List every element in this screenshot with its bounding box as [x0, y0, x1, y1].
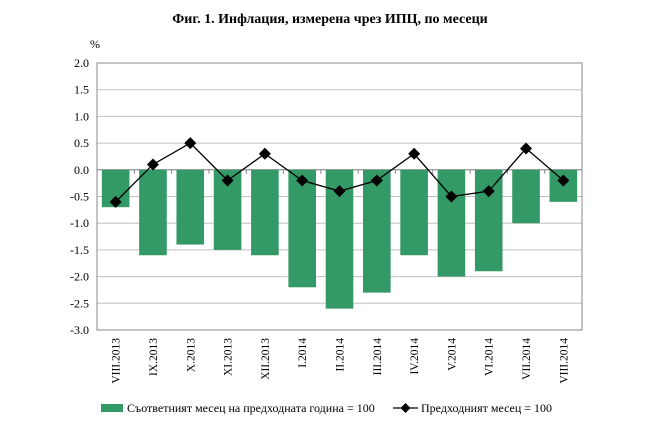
y-tick-label: 1.5 [74, 83, 89, 97]
bar [251, 169, 279, 256]
bar [176, 169, 205, 245]
line-marker [370, 174, 383, 187]
line-marker [482, 185, 495, 198]
line-marker [109, 195, 122, 208]
x-tick-label: VI.2014 [484, 338, 496, 376]
line-marker [184, 137, 197, 150]
legend-label-line: Предходният месец = 100 [421, 401, 552, 415]
y-tick-label: -1.5 [70, 243, 89, 257]
bar [512, 169, 540, 224]
x-tick-label: I.2014 [297, 338, 309, 368]
y-tick-label: -1.0 [70, 216, 89, 230]
x-tick-label: IV.2014 [409, 338, 421, 375]
y-tick-label: 0.5 [74, 136, 89, 150]
y-tick-label: -3.0 [70, 323, 89, 337]
y-tick-label: -2.0 [70, 270, 89, 284]
line-marker [221, 174, 234, 187]
bar [363, 169, 391, 293]
line-marker [520, 142, 533, 155]
line-marker [557, 174, 570, 187]
chart-title: Фиг. 1. Инфлация, измерена чрез ИПЦ, по … [172, 12, 487, 27]
y-axis-label: % [90, 37, 100, 51]
legend-label-bar: Съответният месец на предходната година … [127, 401, 375, 415]
y-tick-label: 0.0 [74, 163, 89, 177]
plot-area [96, 62, 583, 331]
line-marker [408, 147, 421, 160]
bar [288, 169, 316, 288]
y-tick-label: -0.5 [70, 190, 89, 204]
bar [400, 169, 428, 256]
line-marker [445, 190, 458, 203]
y-tick-label: 2.0 [74, 56, 89, 70]
x-tick-label: IX.2013 [148, 338, 160, 376]
bar [474, 169, 503, 272]
y-tick-label: 1.0 [74, 109, 89, 123]
x-tick-label: II.2014 [335, 338, 347, 372]
x-tick-label: X.2013 [185, 338, 197, 372]
x-tick-label: V.2014 [446, 338, 458, 371]
x-tick-label: XI.2013 [223, 338, 235, 376]
line-marker [258, 147, 271, 160]
x-tick-label: VII.2014 [521, 338, 533, 380]
y-tick-label: -2.5 [70, 296, 89, 310]
line-marker [146, 158, 159, 171]
x-tick-label: XII.2013 [260, 338, 272, 380]
bar [437, 169, 466, 277]
x-tick-label: VIII.2014 [558, 338, 570, 384]
line-marker [296, 174, 309, 187]
x-tick-label: VIII.2013 [111, 338, 123, 384]
line-marker [333, 185, 346, 198]
bar [139, 169, 167, 256]
legend-diamond-icon [400, 403, 411, 413]
x-tick-label: III.2014 [372, 338, 384, 376]
legend-bar-swatch [101, 404, 123, 412]
